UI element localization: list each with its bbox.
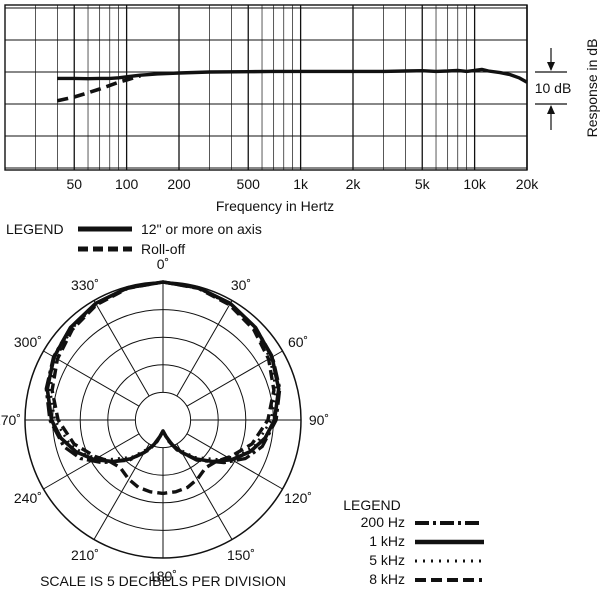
polar-angle-label: 300˚ bbox=[14, 334, 42, 350]
polar-angle-label: 30˚ bbox=[231, 277, 251, 293]
legend-label-on-axis: 12" or more on axis bbox=[141, 221, 262, 237]
legend-label-roll-off: Roll-off bbox=[141, 241, 185, 257]
frequency-tick-label: 500 bbox=[237, 176, 261, 192]
polar-scale-note: SCALE IS 5 DECIBELS PER DIVISION bbox=[40, 573, 286, 589]
frequency-plot-frame bbox=[4, 4, 528, 171]
polar-spoke bbox=[93, 300, 150, 397]
polar-spoke bbox=[43, 350, 140, 407]
frequency-legend: LEGEND 12" or more on axis Roll-off bbox=[6, 221, 262, 257]
frequency-tick-label: 5k bbox=[415, 176, 431, 192]
scale-marker: 10 dB bbox=[528, 48, 576, 130]
polar-legend-title: LEGEND bbox=[343, 497, 401, 513]
polar-angle-labels: 0˚ 30˚ 60˚ 90˚ 120˚ 150˚ 180˚ 210˚ 240˚ 270˚ 300˚ 3… bbox=[0, 256, 329, 584]
polar-pattern-chart: 0˚ 30˚ 60˚ 90˚ 120˚ 150˚ 180˚ 210˚ 240˚ 270˚ 300˚ 3… bbox=[0, 256, 484, 589]
polar-angle-label: 0˚ bbox=[157, 256, 169, 272]
frequency-tick-label: 50 bbox=[66, 176, 82, 192]
frequency-tick-labels: 50 100 200 500 1k 2k 5k 10k 20k bbox=[66, 176, 539, 192]
polar-angle-label: 270˚ bbox=[0, 412, 21, 428]
polar-series-8khz bbox=[50, 280, 276, 496]
polar-angle-label: 150˚ bbox=[227, 547, 255, 563]
polar-angle-label: 120˚ bbox=[284, 490, 312, 506]
scale-marker-down-arrow-icon bbox=[547, 62, 555, 71]
polar-angle-label: 180˚ bbox=[149, 568, 177, 584]
polar-series bbox=[44, 280, 282, 496]
polar-spoke bbox=[186, 433, 283, 490]
polar-angle-label: 60˚ bbox=[288, 334, 308, 350]
polar-grid bbox=[24, 281, 302, 559]
frequency-series bbox=[57, 67, 528, 103]
polar-angle-label: 210˚ bbox=[71, 547, 99, 563]
polar-angle-label: 90˚ bbox=[309, 412, 329, 428]
frequency-tick-label: 1k bbox=[293, 176, 309, 192]
frequency-legend-title: LEGEND bbox=[6, 221, 64, 237]
legend-label-8khz: 8 kHz bbox=[369, 571, 405, 587]
frequency-response-chart: 50 100 200 500 1k 2k 5k 10k 20k Frequency in Her… bbox=[4, 4, 600, 257]
polar-ring bbox=[134, 391, 192, 449]
frequency-tick-label: 200 bbox=[167, 176, 191, 192]
scale-marker-label-bg bbox=[528, 79, 576, 97]
frequency-axis-label: Frequency in Hertz bbox=[216, 198, 334, 214]
frequency-series-roll-off bbox=[57, 74, 141, 103]
frequency-tick-label: 20k bbox=[516, 176, 540, 192]
polar-spoke bbox=[176, 443, 233, 540]
polar-series-5khz bbox=[48, 280, 278, 461]
legend-label-5khz: 5 kHz bbox=[369, 552, 405, 568]
scale-marker-up-arrow-icon bbox=[547, 105, 555, 114]
polar-legend: LEGEND 200 Hz 1 kHz 5 kHz 8 kHz bbox=[343, 497, 484, 587]
polar-angle-label: 330˚ bbox=[71, 277, 99, 293]
polar-series-1khz bbox=[45, 280, 281, 464]
frequency-tick-label: 2k bbox=[346, 176, 362, 192]
frequency-grid bbox=[4, 4, 528, 171]
legend-label-200hz: 200 Hz bbox=[361, 514, 405, 530]
legend-label-1khz: 1 kHz bbox=[369, 533, 405, 549]
polar-spoke bbox=[93, 443, 150, 540]
polar-spoke bbox=[176, 300, 233, 397]
scale-marker-label: 10 dB bbox=[535, 80, 572, 96]
frequency-tick-label: 100 bbox=[115, 176, 139, 192]
frequency-tick-label: 10k bbox=[463, 176, 487, 192]
response-axis-label: Response in dB bbox=[584, 39, 600, 138]
polar-spoke bbox=[186, 350, 283, 407]
frequency-series-on-axis bbox=[57, 67, 528, 84]
polar-angle-label: 240˚ bbox=[14, 490, 42, 506]
